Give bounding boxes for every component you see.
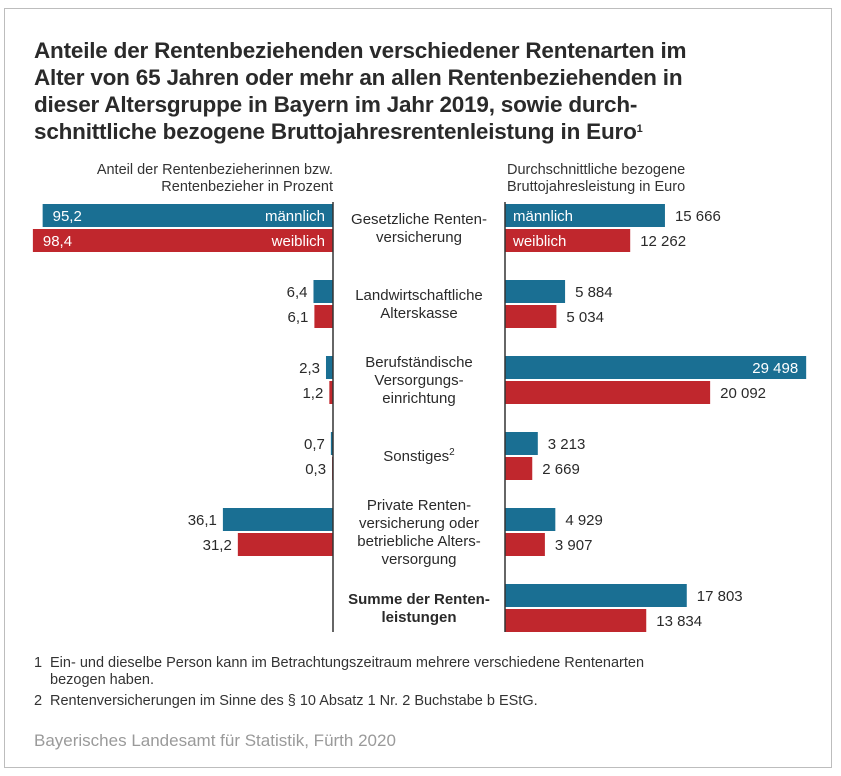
- male-percent-bar: [325, 356, 333, 379]
- euro-value-label: 5 034: [566, 309, 604, 326]
- category-label: Private Renten-: [367, 497, 471, 514]
- source-note: Bayerisches Landesamt für Statistik, Für…: [34, 731, 396, 750]
- male-percent-bar: [330, 432, 333, 455]
- percent-value-label: 6,1: [288, 309, 309, 326]
- male-euro-bar: [505, 204, 665, 227]
- category-label: versorgung: [381, 551, 456, 568]
- percent-value-label: 1,2: [302, 385, 323, 402]
- percent-value-label: 98,4: [43, 233, 72, 250]
- euro-value-label: 20 092: [720, 385, 766, 402]
- title-line: schnittliche bezogene Bruttojahresrenten…: [34, 119, 643, 144]
- male-percent-bar: [313, 280, 333, 303]
- right-header-line: Bruttojahresleistung in Euro: [507, 179, 686, 195]
- category-label: versicherung: [376, 229, 462, 246]
- legend-label-female: weiblich: [512, 233, 566, 250]
- footnote-2: 2 Rentenversicherungen im Sinne des § 10 …: [34, 693, 538, 710]
- title-line: Alter von 65 Jahren oder mehr an allen R…: [34, 65, 683, 90]
- category-footnote-mark: 2: [449, 447, 455, 458]
- title-line: Anteile der Rentenbeziehenden verschiede…: [34, 38, 687, 63]
- category-label: Alterskasse: [380, 305, 458, 322]
- category-label: einrichtung: [382, 390, 455, 407]
- euro-value-label: 3 907: [555, 537, 593, 554]
- category-label: Gesetzliche Renten-: [351, 211, 487, 228]
- category-label: Versorgungs-: [374, 372, 463, 389]
- male-percent-bar: [42, 204, 333, 227]
- euro-value-label: 3 213: [548, 436, 586, 453]
- legend-label-male: männlich: [265, 208, 325, 225]
- category-label: Landwirtschaftliche: [355, 287, 483, 304]
- euro-value-label: 12 262: [640, 233, 686, 250]
- title-footnote-mark: 1: [636, 123, 643, 135]
- euro-value-label: 29 498: [752, 360, 798, 377]
- chart-frame: [4, 8, 832, 768]
- male-euro-bar: [505, 356, 807, 379]
- female-euro-bar: [505, 229, 631, 252]
- left-panel-header: Anteil der Rentenbezieherinnen bzw. Rent…: [97, 162, 333, 196]
- footnote-text: Rentenversicherungen im Sinne des § 10 A…: [50, 693, 538, 709]
- euro-value-label: 5 884: [575, 284, 613, 301]
- percent-value-label: 0,7: [304, 436, 325, 453]
- right-header-line: Durchschnittliche bezogene: [507, 162, 686, 178]
- chart-title: Anteile der Rentenbeziehenden verschiede…: [34, 37, 814, 145]
- female-euro-bar: [505, 533, 545, 556]
- percent-value-label: 0,3: [305, 461, 326, 478]
- percent-value-label: 2,3: [299, 360, 320, 377]
- euro-value-label: 2 669: [542, 461, 580, 478]
- left-header-line: Rentenbezieher in Prozent: [161, 179, 333, 195]
- male-euro-bar: [505, 508, 556, 531]
- category-label: Berufständische: [365, 354, 473, 371]
- euro-value-label: 17 803: [697, 588, 743, 605]
- percent-value-label: 36,1: [188, 512, 217, 529]
- left-header-line: Anteil der Rentenbezieherinnen bzw.: [96, 162, 333, 178]
- percent-value-label: 31,2: [203, 537, 232, 554]
- legend-label-male: männlich: [513, 208, 573, 225]
- male-euro-bar: [505, 584, 687, 607]
- legend-label-female: weiblich: [271, 233, 325, 250]
- male-percent-bar: [222, 508, 333, 531]
- category-label: leistungen: [381, 609, 456, 626]
- male-euro-bar: [505, 280, 566, 303]
- euro-value-label: 15 666: [675, 208, 721, 225]
- footnote-text: bezogen haben.: [50, 672, 155, 688]
- female-percent-bar: [314, 305, 333, 328]
- footnote-number: 2: [34, 693, 43, 709]
- right-panel-header: Durchschnittliche bezogene Bruttojahresl…: [507, 162, 685, 196]
- category-label: Sonstiges2: [383, 447, 455, 465]
- female-percent-bar: [32, 229, 333, 252]
- footnote-text: Ein- und dieselbe Person kann im Betrach…: [50, 655, 645, 671]
- euro-value-label: 13 834: [656, 613, 702, 630]
- female-euro-bar: [505, 457, 533, 480]
- male-euro-bar: [505, 432, 538, 455]
- female-euro-bar: [505, 609, 647, 632]
- percent-value-label: 6,4: [287, 284, 308, 301]
- footnote-number: 1: [34, 655, 43, 671]
- female-euro-bar: [505, 381, 711, 404]
- category-label: Summe der Renten-: [348, 591, 490, 608]
- footnote-1: 1 Ein- und dieselbe Person kann im Betrac…: [34, 655, 644, 689]
- female-euro-bar: [505, 305, 557, 328]
- title-line: dieser Altersgruppe in Bayern im Jahr 20…: [34, 92, 638, 117]
- female-percent-bar: [329, 381, 333, 404]
- euro-value-label: 4 929: [565, 512, 603, 529]
- category-label: versicherung oder: [359, 515, 479, 532]
- percent-value-label: 95,2: [53, 208, 82, 225]
- category-label: betriebliche Alters-: [357, 533, 480, 550]
- female-percent-bar: [237, 533, 333, 556]
